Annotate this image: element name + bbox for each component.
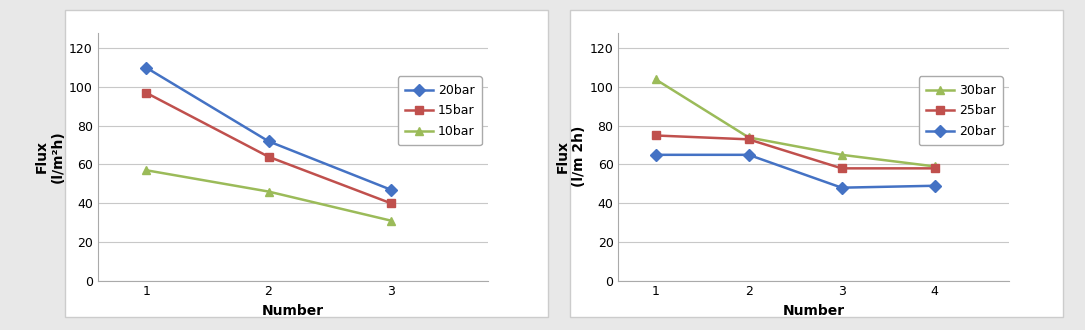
Line: 25bar: 25bar [651, 131, 939, 173]
25bar [928, 166, 941, 170]
30bar [649, 78, 662, 82]
15bar [384, 201, 397, 205]
25bar [835, 166, 848, 170]
Line: 15bar: 15bar [142, 89, 395, 207]
10bar [384, 218, 397, 222]
Y-axis label: Flux
(l/m 2h): Flux (l/m 2h) [556, 126, 586, 187]
20bar [261, 139, 275, 143]
Line: 30bar: 30bar [651, 75, 939, 171]
Line: 20bar: 20bar [651, 151, 939, 192]
Legend: 20bar, 15bar, 10bar: 20bar, 15bar, 10bar [398, 76, 482, 146]
30bar [928, 164, 941, 168]
25bar [742, 137, 755, 141]
15bar [140, 91, 153, 95]
25bar [649, 134, 662, 138]
20bar [742, 153, 755, 157]
20bar [384, 188, 397, 192]
20bar [928, 184, 941, 188]
X-axis label: Number: Number [261, 304, 324, 318]
15bar [261, 155, 275, 159]
Line: 20bar: 20bar [142, 64, 395, 194]
Line: 10bar: 10bar [142, 166, 395, 225]
Y-axis label: Flux
(l/m²h): Flux (l/m²h) [35, 130, 65, 183]
20bar [140, 66, 153, 70]
X-axis label: Number: Number [782, 304, 845, 318]
10bar [261, 189, 275, 193]
30bar [742, 135, 755, 139]
10bar [140, 168, 153, 172]
Legend: 30bar, 25bar, 20bar: 30bar, 25bar, 20bar [919, 76, 1003, 146]
30bar [835, 153, 848, 157]
20bar [649, 153, 662, 157]
20bar [835, 186, 848, 190]
